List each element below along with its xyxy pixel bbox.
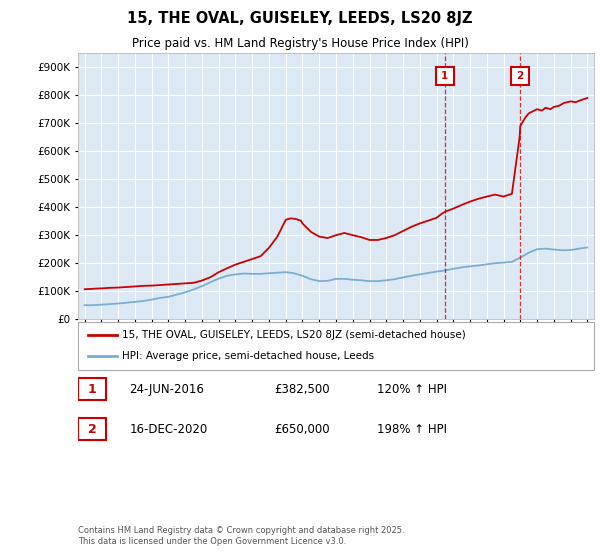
Text: £382,500: £382,500 (274, 382, 330, 395)
Text: Contains HM Land Registry data © Crown copyright and database right 2025.
This d: Contains HM Land Registry data © Crown c… (78, 526, 404, 546)
Text: 120% ↑ HPI: 120% ↑ HPI (377, 382, 447, 395)
Text: HPI: Average price, semi-detached house, Leeds: HPI: Average price, semi-detached house,… (122, 351, 374, 361)
Text: 16-DEC-2020: 16-DEC-2020 (130, 423, 208, 436)
Text: Price paid vs. HM Land Registry's House Price Index (HPI): Price paid vs. HM Land Registry's House … (131, 37, 469, 50)
FancyBboxPatch shape (78, 322, 594, 370)
Text: 24-JUN-2016: 24-JUN-2016 (130, 382, 205, 395)
Text: 15, THE OVAL, GUISELEY, LEEDS, LS20 8JZ (semi-detached house): 15, THE OVAL, GUISELEY, LEEDS, LS20 8JZ … (122, 330, 466, 340)
Text: 15, THE OVAL, GUISELEY, LEEDS, LS20 8JZ: 15, THE OVAL, GUISELEY, LEEDS, LS20 8JZ (127, 11, 473, 26)
Text: £650,000: £650,000 (274, 423, 330, 436)
Text: 1: 1 (88, 382, 97, 395)
Text: 1: 1 (441, 71, 448, 81)
Text: 198% ↑ HPI: 198% ↑ HPI (377, 423, 447, 436)
Text: 2: 2 (516, 71, 523, 81)
FancyBboxPatch shape (78, 418, 106, 440)
FancyBboxPatch shape (78, 377, 106, 400)
Text: 2: 2 (88, 423, 97, 436)
